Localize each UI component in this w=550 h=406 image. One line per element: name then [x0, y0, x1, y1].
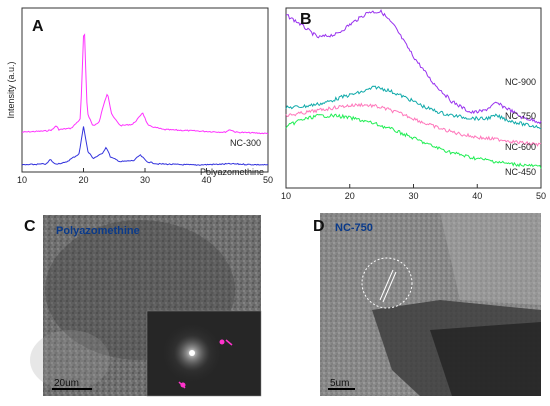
series-line-nc-450: [285, 113, 542, 169]
panel-b-x-ticks: 10 20 30 40 50: [281, 184, 546, 201]
panel-a-series-label-nc300: NC-300: [230, 138, 261, 148]
x-tick-label: 40: [472, 191, 482, 201]
fft-spot-upper: [219, 339, 225, 345]
panel-a-letter: A: [32, 18, 44, 35]
panel-a-series-group: [21, 33, 269, 166]
panel-c-letter: C: [24, 218, 36, 235]
x-tick-label: 30: [408, 191, 418, 201]
x-tick-label: 50: [536, 191, 546, 201]
panel-a-series-label-polyazomethine: Polyazomethine: [200, 167, 264, 177]
x-tick-label: 10: [17, 175, 27, 185]
series-line-polyazomethine: [21, 126, 269, 166]
panel-d-tem-image: D NC-750 5um: [313, 213, 541, 396]
panel-b-series-label-nc900: NC-900: [505, 77, 536, 87]
panel-b-series-label-nc600: NC-600: [505, 142, 536, 152]
series-line-nc-750: [285, 85, 542, 130]
panel-d-lattice-line: [382, 271, 397, 303]
panel-c-tem-image: C Polyazomethine 20um: [24, 215, 262, 397]
panel-b-plot-frame: [285, 7, 542, 189]
panel-d-sample-label: NC-750: [335, 222, 373, 234]
x-tick-label: 20: [78, 175, 88, 185]
panel-a-plot-frame: [21, 7, 269, 173]
series-line-nc-900: [285, 9, 542, 125]
panel-b-series-group: [285, 9, 542, 169]
x-tick-label: 30: [140, 175, 150, 185]
panel-a-xrd-chart: 10 20 30 40 50 A Intensity (a.u.) NC-300 Pol…: [6, 7, 273, 185]
x-tick-label: 10: [281, 191, 291, 201]
panel-b-xrd-chart: 10 20 30 40 50 B NC-900 NC-750 NC-600 NC-450: [281, 7, 546, 201]
series-line-nc-300: [22, 33, 269, 135]
series-line-nc-600: [285, 102, 542, 147]
panel-c-sample-label: Polyazomethine: [56, 225, 140, 237]
x-tick-label: 40: [201, 175, 211, 185]
panel-b-letter: B: [300, 11, 312, 28]
panel-d-highlight-circle: [361, 257, 413, 309]
panel-d-lattice-line: [379, 269, 394, 301]
panel-b-series-label-nc450: NC-450: [505, 167, 536, 177]
x-tick-label: 20: [345, 191, 355, 201]
panel-d-dark-corner: [430, 322, 541, 396]
panel-a-x-ticks: 10 20 30 40 50: [17, 168, 273, 185]
x-tick-label: 50: [263, 175, 273, 185]
panel-d-scalebar-label: 5um: [330, 378, 349, 389]
panel-c-scalebar-label: 20um: [54, 378, 79, 389]
panel-c-light-edge: [30, 330, 110, 390]
panel-c-fft-inset: [146, 310, 262, 397]
panel-d-letter: D: [313, 218, 325, 235]
panel-a-y-axis-label: Intensity (a.u.): [6, 61, 16, 118]
panel-b-series-label-nc750: NC-750: [505, 111, 536, 121]
panel-d-light-region: [440, 213, 541, 305]
